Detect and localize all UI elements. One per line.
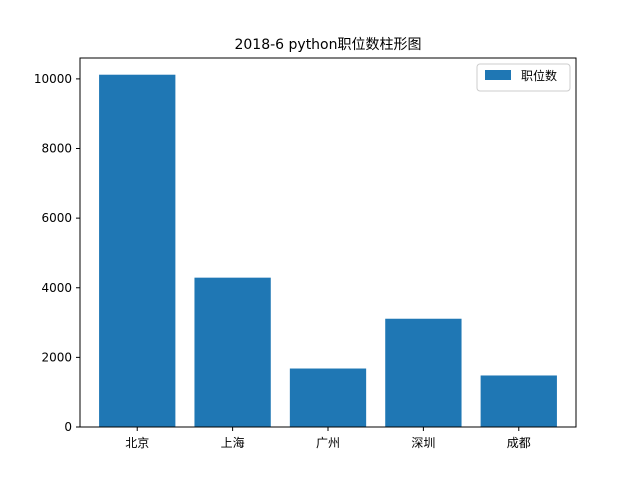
x-tick-label: 成都 [507, 436, 531, 450]
y-tick-label: 4000 [41, 281, 72, 295]
y-tick-label: 6000 [41, 211, 72, 225]
bar-0 [99, 74, 176, 427]
bars-group [99, 74, 557, 427]
y-tick-label: 2000 [41, 350, 72, 364]
chart-title: 2018-6 python职位数柱形图 [234, 37, 421, 53]
legend-swatch [485, 70, 511, 80]
x-tick-label: 北京 [125, 436, 149, 450]
plot-frame [79, 57, 577, 428]
bar-3 [385, 318, 462, 427]
x-tick-label: 深圳 [411, 436, 435, 450]
y-tick-label: 8000 [41, 142, 72, 156]
bar-1 [194, 277, 271, 427]
bar-2 [289, 368, 367, 427]
x-tick-label: 广州 [316, 436, 340, 450]
y-tick-label: 10000 [34, 72, 72, 86]
x-axis: 北京 上海 广州 深圳 成都 [125, 427, 531, 450]
bar-4 [480, 375, 557, 427]
legend: 职位数 [476, 63, 571, 92]
legend-label: 职位数 [521, 68, 557, 83]
y-tick-label: 0 [64, 420, 72, 434]
x-tick-label: 上海 [221, 435, 245, 450]
y-axis: 0 2000 4000 6000 8000 10000 [34, 72, 80, 434]
